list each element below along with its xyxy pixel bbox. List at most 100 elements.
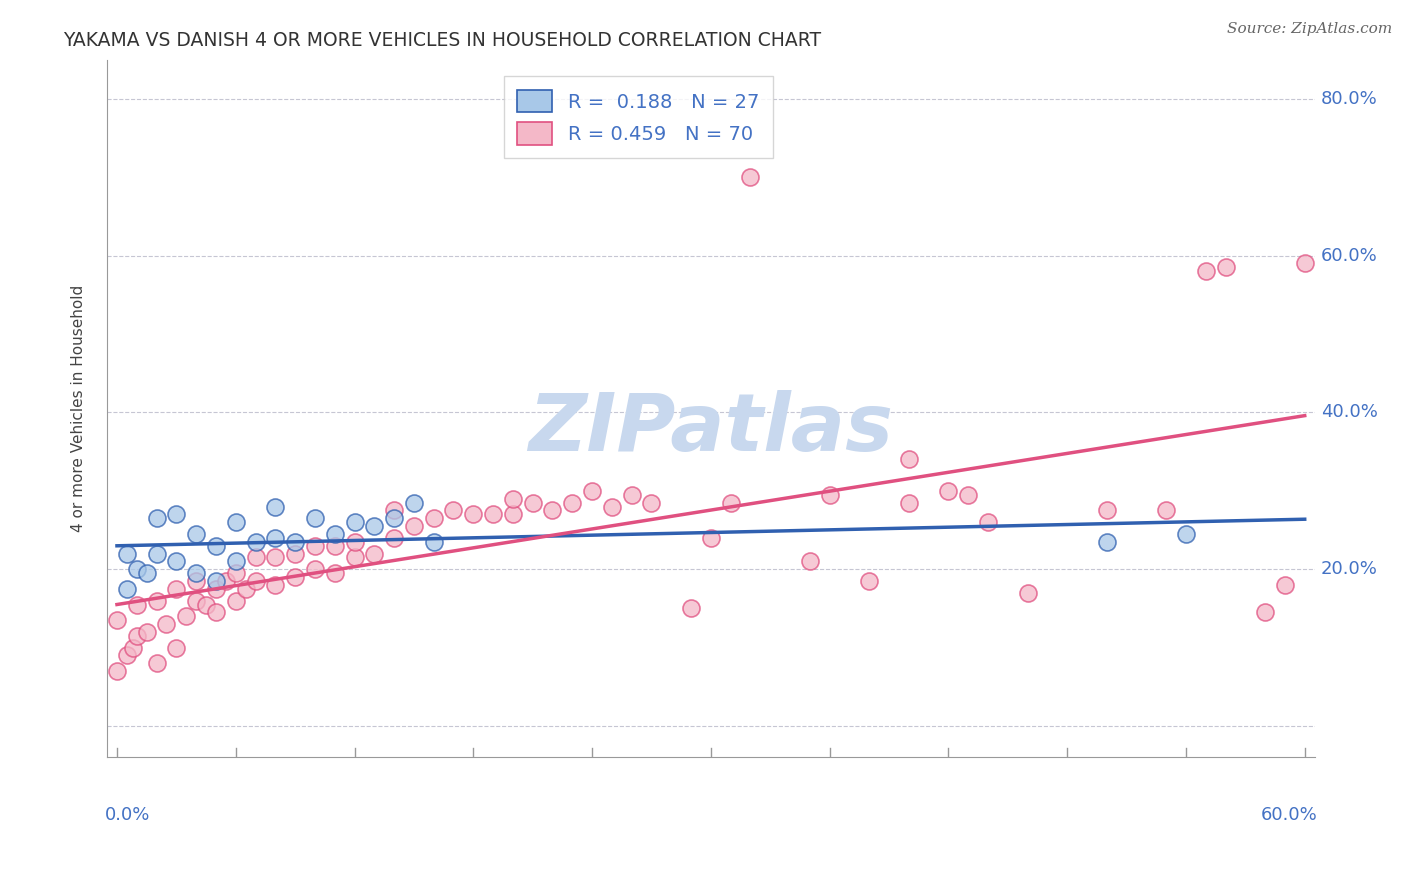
Point <box>522 495 544 509</box>
Point <box>115 582 138 596</box>
Point <box>443 503 465 517</box>
Point <box>422 511 444 525</box>
Point <box>1254 605 1277 619</box>
Point <box>897 495 920 509</box>
Point <box>382 531 405 545</box>
Point <box>145 547 167 561</box>
Point <box>165 582 187 596</box>
Point <box>323 566 346 581</box>
Point <box>1274 578 1296 592</box>
Point <box>700 531 723 545</box>
Point <box>186 593 208 607</box>
Point <box>115 547 138 561</box>
Point <box>125 598 148 612</box>
Text: ZIPatlas: ZIPatlas <box>529 391 893 468</box>
Point <box>115 648 138 663</box>
Text: 20.0%: 20.0% <box>1320 560 1378 578</box>
Text: Source: ZipAtlas.com: Source: ZipAtlas.com <box>1226 22 1392 37</box>
Point <box>897 452 920 467</box>
Point <box>215 574 238 588</box>
Point <box>245 534 267 549</box>
Point <box>541 503 564 517</box>
Point <box>304 511 326 525</box>
Point <box>502 508 524 522</box>
Point <box>165 508 187 522</box>
Point <box>343 515 366 529</box>
Point <box>304 539 326 553</box>
Point <box>363 519 385 533</box>
Point <box>145 593 167 607</box>
Point <box>264 500 287 514</box>
Point <box>145 657 167 671</box>
Point <box>225 593 247 607</box>
Text: 80.0%: 80.0% <box>1320 90 1378 108</box>
Point <box>174 609 197 624</box>
Point <box>186 566 208 581</box>
Point <box>284 547 307 561</box>
Point <box>205 539 228 553</box>
Point <box>1195 264 1218 278</box>
Text: 60.0%: 60.0% <box>1320 246 1378 265</box>
Text: 40.0%: 40.0% <box>1320 403 1378 421</box>
Point <box>1174 527 1197 541</box>
Point <box>858 574 880 588</box>
Point <box>125 629 148 643</box>
Point <box>245 550 267 565</box>
Point <box>323 527 346 541</box>
Point <box>121 640 143 655</box>
Point <box>818 488 841 502</box>
Point <box>186 527 208 541</box>
Point <box>561 495 583 509</box>
Point <box>225 566 247 581</box>
Point <box>502 491 524 506</box>
Point <box>264 578 287 592</box>
Point <box>977 515 1000 529</box>
Point <box>195 598 218 612</box>
Legend: R =  0.188   N = 27, R = 0.459   N = 70: R = 0.188 N = 27, R = 0.459 N = 70 <box>503 77 773 158</box>
Point <box>264 531 287 545</box>
Point <box>186 574 208 588</box>
Point <box>1095 503 1118 517</box>
Text: 0.0%: 0.0% <box>104 806 150 824</box>
Text: 60.0%: 60.0% <box>1260 806 1317 824</box>
Point <box>1294 256 1316 270</box>
Point <box>640 495 662 509</box>
Point <box>165 554 187 568</box>
Point <box>740 170 762 185</box>
Point <box>600 500 623 514</box>
Point <box>720 495 742 509</box>
Point <box>155 617 177 632</box>
Point <box>304 562 326 576</box>
Text: YAKAMA VS DANISH 4 OR MORE VEHICLES IN HOUSEHOLD CORRELATION CHART: YAKAMA VS DANISH 4 OR MORE VEHICLES IN H… <box>63 31 821 50</box>
Point <box>245 574 267 588</box>
Point <box>135 566 157 581</box>
Point <box>422 534 444 549</box>
Point <box>581 483 603 498</box>
Point <box>938 483 960 498</box>
Point <box>382 503 405 517</box>
Point <box>225 554 247 568</box>
Point <box>799 554 821 568</box>
Point <box>205 605 228 619</box>
Point <box>343 550 366 565</box>
Point <box>125 562 148 576</box>
Point <box>620 488 643 502</box>
Y-axis label: 4 or more Vehicles in Household: 4 or more Vehicles in Household <box>72 285 86 533</box>
Point <box>145 511 167 525</box>
Point <box>402 519 425 533</box>
Point <box>284 570 307 584</box>
Point <box>235 582 257 596</box>
Point <box>482 508 505 522</box>
Point <box>205 574 228 588</box>
Point <box>264 550 287 565</box>
Point <box>1215 260 1237 275</box>
Point <box>463 508 485 522</box>
Point <box>382 511 405 525</box>
Point <box>343 534 366 549</box>
Point <box>205 582 228 596</box>
Point <box>225 515 247 529</box>
Point <box>105 613 128 627</box>
Point <box>165 640 187 655</box>
Point <box>1095 534 1118 549</box>
Point <box>681 601 703 615</box>
